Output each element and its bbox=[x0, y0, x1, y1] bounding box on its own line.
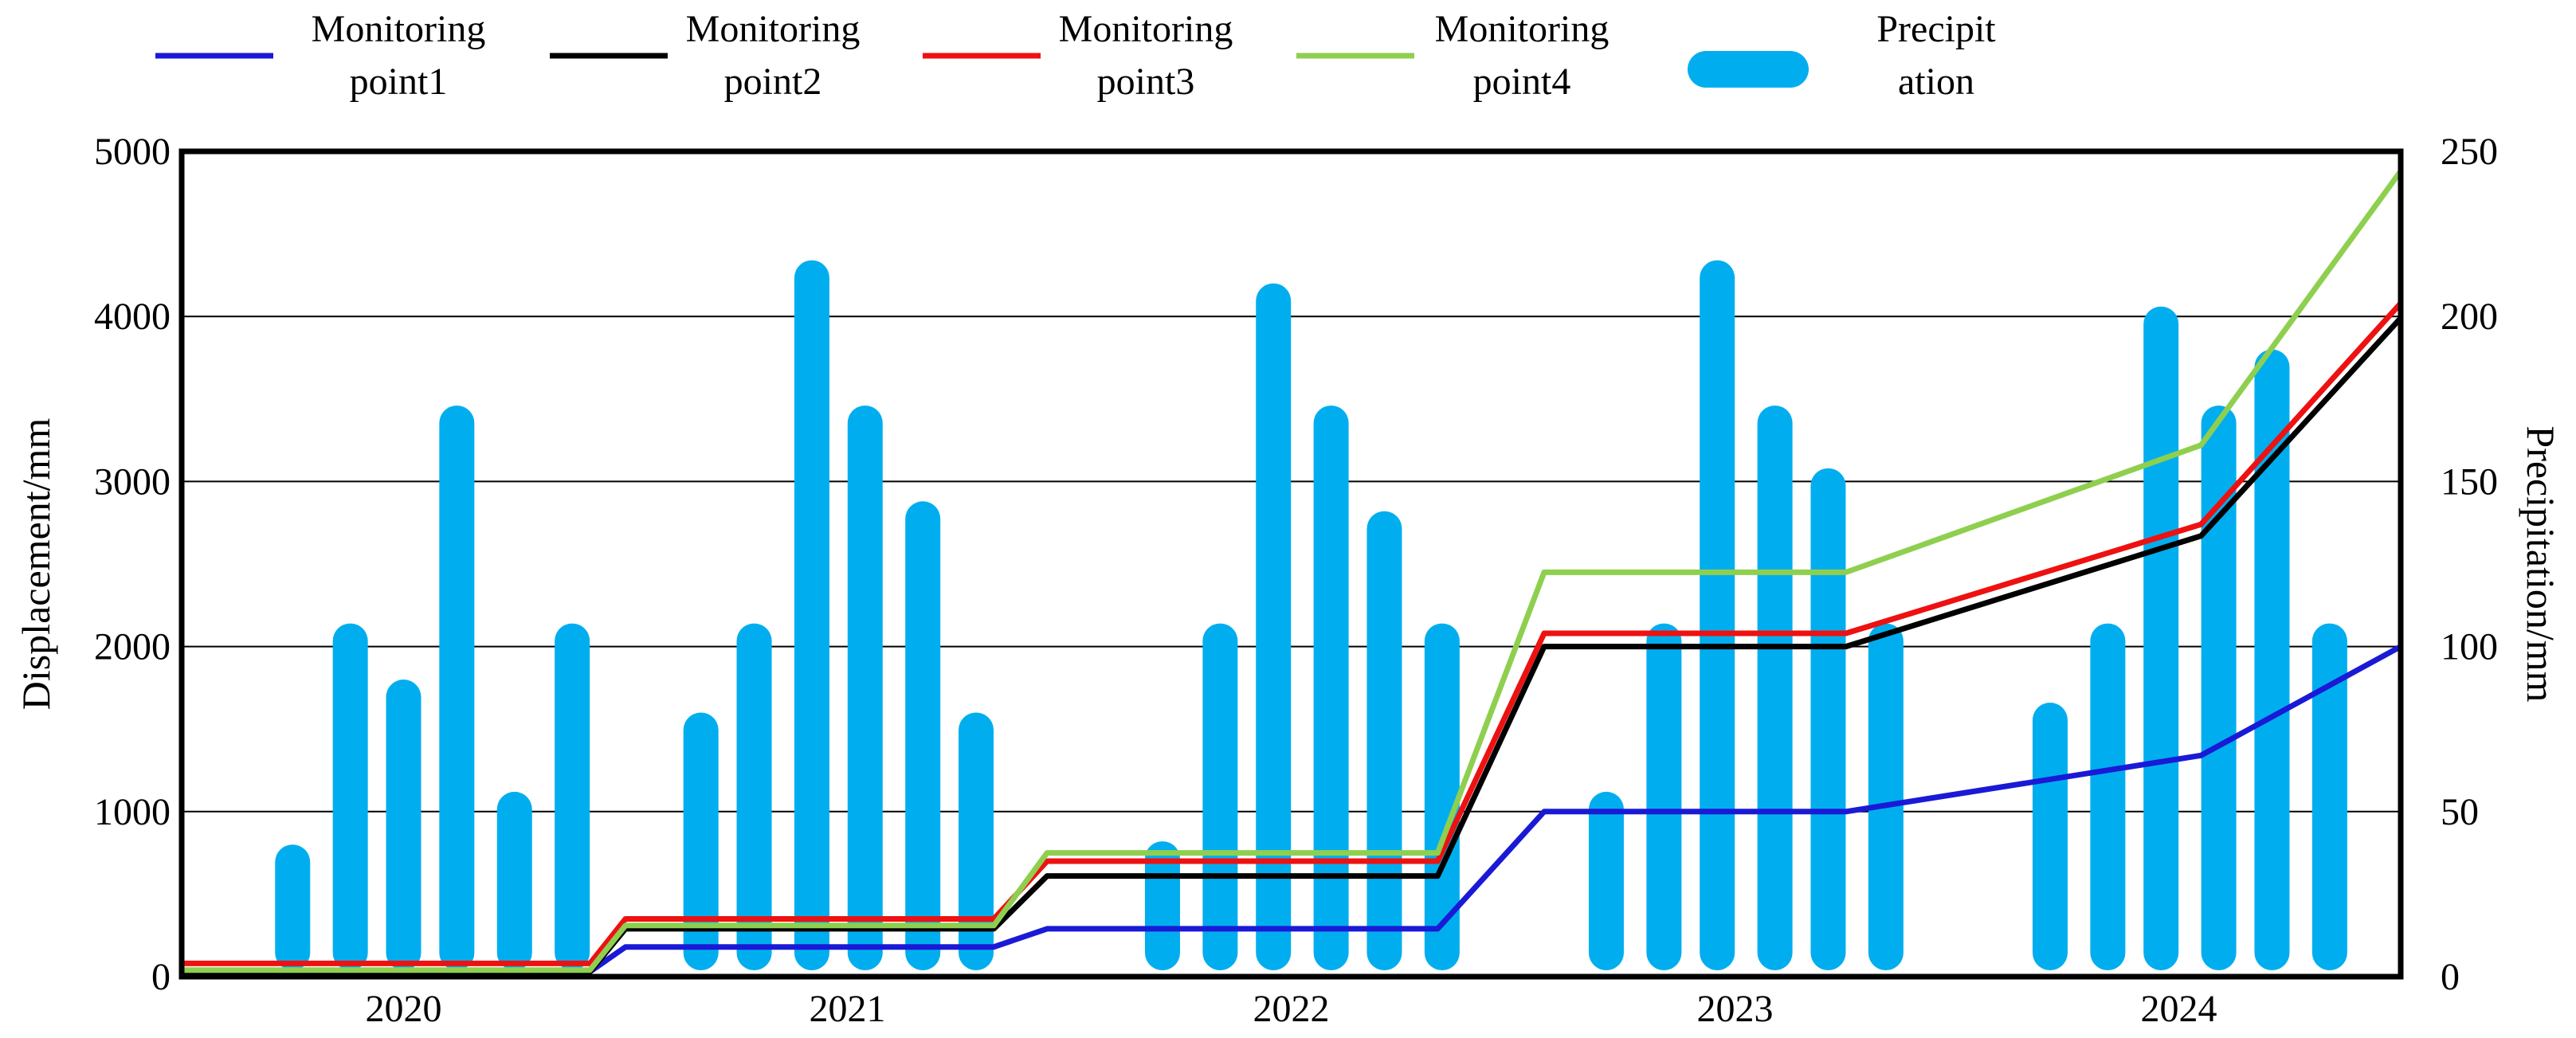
x-tick-label: 2024 bbox=[2141, 988, 2217, 1030]
precipitation-bar bbox=[2032, 703, 2068, 970]
precipitation-bar bbox=[2311, 623, 2347, 970]
legend-label: point1 bbox=[350, 61, 448, 103]
legend-swatch-precipitation bbox=[1688, 51, 1809, 88]
y-right-tick-label: 200 bbox=[2441, 296, 2498, 338]
displacement-lines bbox=[178, 168, 2404, 975]
y-right-tick-label: 50 bbox=[2441, 791, 2479, 833]
legend-label: Monitoring bbox=[686, 8, 861, 50]
y-left-tick-label: 0 bbox=[151, 956, 171, 998]
legend-label: point2 bbox=[724, 61, 822, 103]
precipitation-bar bbox=[905, 501, 941, 970]
legend-label: point4 bbox=[1473, 61, 1571, 103]
x-tick-label: 2020 bbox=[366, 988, 442, 1030]
y-left-tick-label: 3000 bbox=[94, 460, 171, 503]
precipitation-bar bbox=[1366, 511, 1402, 970]
precipitation-bar bbox=[1700, 260, 1735, 970]
y-right-tick-label: 0 bbox=[2441, 956, 2460, 998]
legend-label: Precipit bbox=[1876, 8, 1996, 50]
precipitation-bar bbox=[2254, 349, 2290, 970]
y-left-tick-label: 2000 bbox=[94, 626, 171, 668]
series-line-4 bbox=[178, 168, 2404, 973]
precipitation-bar bbox=[1810, 468, 1846, 970]
precipitation-bar bbox=[1313, 405, 1349, 970]
legend-label: ation bbox=[1898, 61, 1974, 103]
y-right-axis-label: Precipitation/mm bbox=[2519, 425, 2563, 702]
precipitation-bar bbox=[1588, 791, 1624, 970]
precipitation-bar bbox=[683, 712, 719, 970]
x-tick-label: 2023 bbox=[1697, 988, 1774, 1030]
precipitation-bar bbox=[1646, 623, 1682, 970]
precipitation-bar bbox=[496, 791, 532, 970]
y-left-tick-label: 4000 bbox=[94, 296, 171, 338]
x-tick-label: 2022 bbox=[1253, 988, 1330, 1030]
precipitation-bar bbox=[386, 680, 421, 970]
precipitation-bar bbox=[439, 405, 475, 970]
legend: Monitoring point1 Monitoring point2 Monitori… bbox=[155, 8, 1996, 103]
precipitation-bar bbox=[332, 623, 368, 970]
precipitation-bar bbox=[847, 405, 883, 970]
y-left-axis-label: Displacement/mm bbox=[14, 418, 58, 711]
y-right-tick-label: 250 bbox=[2441, 131, 2498, 173]
precipitation-bar bbox=[959, 712, 994, 970]
precipitation-bar bbox=[1256, 283, 1292, 970]
axes: 0 1000 2000 3000 4000 5000 0 50 100 150 200 250 2020… bbox=[14, 131, 2563, 1030]
precipitation-bar bbox=[1424, 623, 1460, 970]
series-line-1 bbox=[178, 644, 2404, 975]
y-right-tick-label: 100 bbox=[2441, 626, 2498, 668]
precipitation-bar bbox=[1757, 405, 1793, 970]
precipitation-bar bbox=[1202, 623, 1238, 970]
precipitation-bar bbox=[794, 260, 829, 970]
precipitation-bar bbox=[736, 623, 772, 970]
x-tick-label: 2021 bbox=[810, 988, 886, 1030]
precipitation-bar bbox=[555, 623, 590, 970]
legend-label: Monitoring bbox=[1059, 8, 1233, 50]
gridlines bbox=[182, 315, 2401, 813]
precipitation-bar bbox=[2090, 623, 2126, 970]
precipitation-bars bbox=[275, 260, 2347, 970]
precipitation-bar bbox=[2143, 306, 2179, 970]
precipitation-bar bbox=[2201, 405, 2237, 970]
precipitation-bar bbox=[275, 844, 311, 970]
legend-label: Monitoring bbox=[312, 8, 486, 50]
legend-label: Monitoring bbox=[1435, 8, 1610, 50]
y-right-tick-label: 150 bbox=[2441, 460, 2498, 503]
legend-label: point3 bbox=[1097, 61, 1195, 103]
y-left-tick-label: 1000 bbox=[94, 791, 171, 833]
series-line-3 bbox=[178, 300, 2404, 966]
plot-frame bbox=[178, 148, 2404, 980]
precipitation-bar bbox=[1868, 623, 1904, 970]
y-left-tick-label: 5000 bbox=[94, 131, 171, 173]
